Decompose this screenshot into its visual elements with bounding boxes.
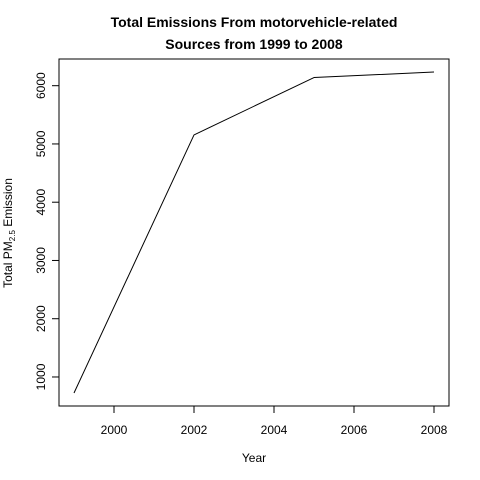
- y-tick-label-4000: 4000: [34, 189, 48, 216]
- chart-title-line-1: Total Emissions From motorvehicle-relate…: [111, 14, 398, 30]
- x-axis: 2000 2002 2004 2006 2008: [101, 406, 448, 437]
- y-axis-label-subscript: 2.5: [8, 230, 17, 242]
- y-axis-label-prefix: Total PM: [1, 241, 15, 288]
- y-tick-label-2000: 2000: [34, 305, 48, 332]
- y-axis-label-suffix: Emission: [1, 178, 15, 230]
- series-layer: [73, 71, 435, 394]
- y-axis: 1000 2000 3000 4000 5000 6000: [34, 72, 59, 390]
- series-line-0: [73, 71, 435, 394]
- x-tick-label-2006: 2006: [341, 423, 368, 437]
- chart-title-line-2: Sources from 1999 to 2008: [165, 36, 343, 52]
- x-tick-label-2000: 2000: [101, 423, 128, 437]
- y-tick-label-5000: 5000: [34, 130, 48, 157]
- x-tick-label-2008: 2008: [421, 423, 448, 437]
- x-tick-label-2002: 2002: [181, 423, 208, 437]
- y-tick-label-6000: 6000: [34, 72, 48, 99]
- x-axis-label: Year: [242, 451, 266, 465]
- plot-frame: [58, 58, 450, 407]
- x-tick-label-2004: 2004: [261, 423, 288, 437]
- y-axis-label: Total PM2.5 Emission: [1, 178, 17, 288]
- y-tick-label-1000: 1000: [34, 363, 48, 390]
- y-tick-label-3000: 3000: [34, 247, 48, 274]
